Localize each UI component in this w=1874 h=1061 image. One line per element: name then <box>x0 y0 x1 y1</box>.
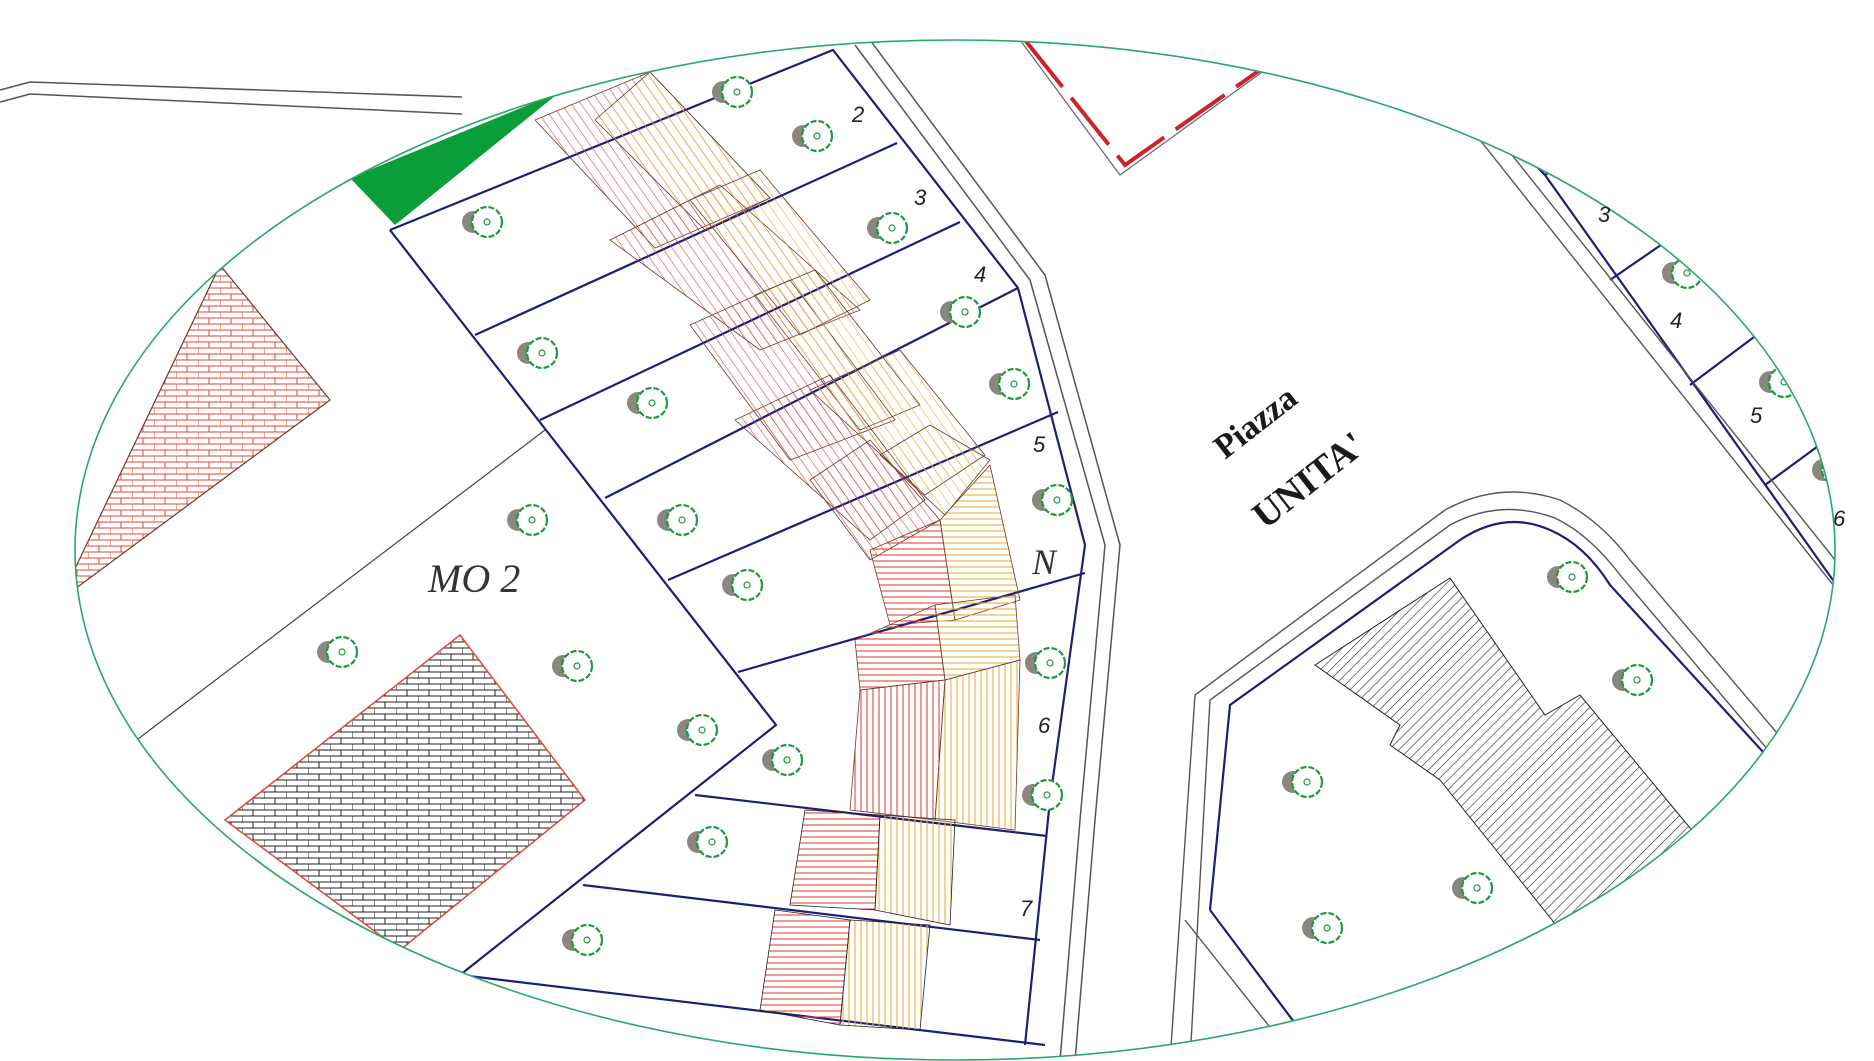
red-boundary <box>1023 40 1262 168</box>
square-label-line2: UNITA' <box>1245 424 1373 537</box>
red-boundary-outline <box>1019 40 1266 176</box>
plot-number: 7 <box>1020 896 1033 921</box>
driveway-strips <box>534 71 1021 1031</box>
main-road <box>854 40 1121 1060</box>
plot-numbers-right: 3 4 5 6 <box>1598 202 1846 531</box>
map-frame <box>74 39 1836 1061</box>
brick-building-black <box>223 633 587 951</box>
building-lower-right <box>1314 577 1701 931</box>
square-label: Piazza UNITA' <box>1207 379 1373 537</box>
outer-road <box>0 81 463 115</box>
plot-number: 6 <box>1038 713 1051 738</box>
plot-numbers-left: 2 3 4 5 6 7 <box>851 102 1051 921</box>
plot-number: 3 <box>914 185 927 210</box>
plot-number: 4 <box>974 262 986 287</box>
zone-label: MO 2 <box>427 556 520 601</box>
green-area <box>350 92 560 225</box>
plot-number: 6 <box>1833 506 1846 531</box>
brick-building-left <box>75 263 331 601</box>
plot-number: 5 <box>1033 432 1046 457</box>
square-label-line1: Piazza <box>1207 379 1304 466</box>
lots-right <box>1529 159 1835 591</box>
plot-number: 3 <box>1598 202 1611 227</box>
north-label: N <box>1031 542 1058 582</box>
plot-number: 5 <box>1750 403 1763 428</box>
right-road <box>1479 139 1835 601</box>
block-lower-right <box>1169 491 1801 1060</box>
plot-number: 4 <box>1670 308 1682 333</box>
plot-number: 2 <box>851 102 864 127</box>
